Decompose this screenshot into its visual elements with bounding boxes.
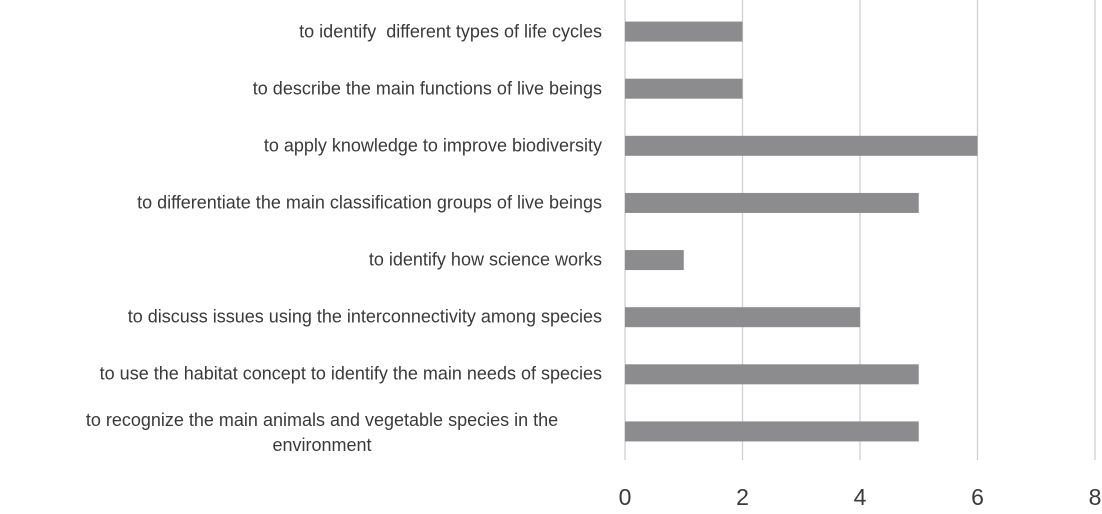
category-label: to identify how science works [368,249,602,270]
category-label: to identify different types of life cycl… [299,21,602,42]
bar [625,21,743,42]
x-tick-label: 4 [854,484,867,510]
bar [625,421,919,442]
category-label: to discuss issues using the interconnect… [127,306,602,327]
category-label: to recognize the main animals and vegeta… [85,410,564,456]
x-tick-label: 2 [736,484,749,510]
x-tick-label: 8 [1089,484,1102,510]
bar [625,307,860,328]
category-label: to use the habitat concept to identify t… [99,363,602,384]
bar [625,78,743,99]
x-tick-label: 0 [619,484,632,510]
category-label: to apply knowledge to improve biodiversi… [263,135,602,156]
bar [625,135,978,156]
x-tick-label: 6 [971,484,984,510]
bar [625,192,919,213]
bar [625,250,684,271]
bar [625,364,919,385]
category-label: to differentiate the main classification… [137,192,602,213]
category-label: to describe the main functions of live b… [252,78,602,99]
